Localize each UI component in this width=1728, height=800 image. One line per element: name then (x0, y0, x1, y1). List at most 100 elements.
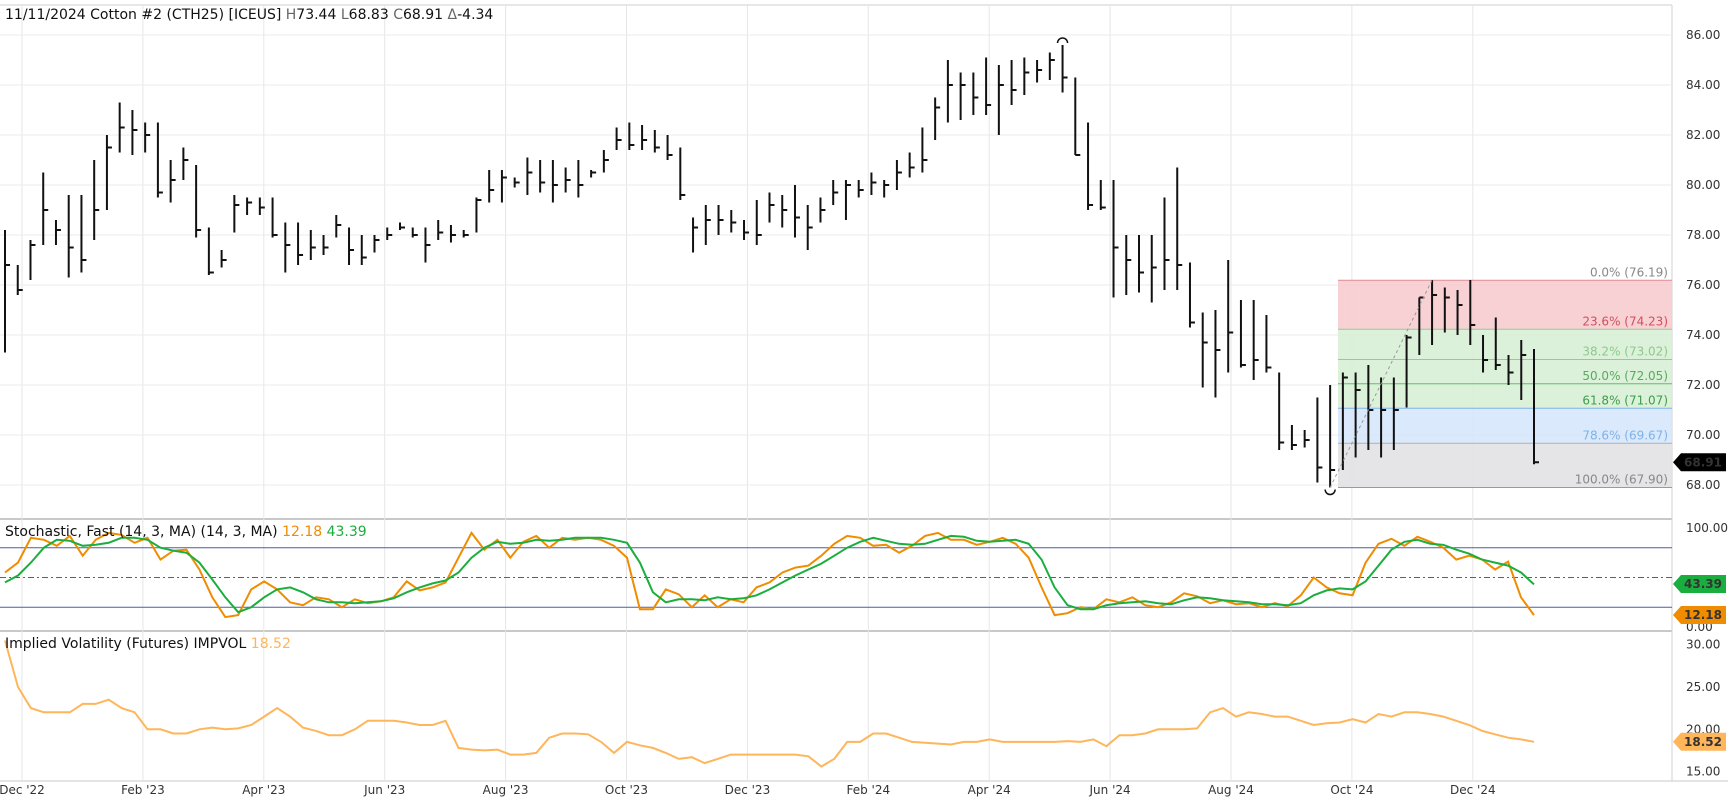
ohlc-bar (615, 127, 622, 150)
y-tick-label: 68.00 (1686, 478, 1720, 492)
ohlc-bar (628, 122, 635, 150)
ohlc-bar (1265, 315, 1272, 373)
ohlc-bar (806, 205, 813, 250)
ohlc-bar (488, 170, 495, 203)
stochastic-value-badge (1673, 575, 1726, 594)
ohlc-bar (16, 265, 23, 295)
ohlc-bar (513, 177, 520, 188)
ohlc-bar (449, 225, 456, 243)
ohlc-bar (1099, 180, 1106, 210)
fib-level-label: 61.8% (71.07) (1582, 393, 1668, 407)
ohlc-bar (348, 227, 355, 265)
fib-level-label: 38.2% (73.02) (1582, 345, 1668, 359)
fib-zone (1338, 280, 1672, 330)
ohlc-bar (755, 200, 762, 245)
stochastic-badge-label: 12.18 (1684, 608, 1722, 622)
stochastic-badge-label: 43.39 (1684, 577, 1722, 591)
fib-zone (1338, 443, 1672, 488)
stochastic-line (4, 534, 1535, 614)
ohlc-bar (4, 230, 10, 353)
iv-y-tick-label: 15.00 (1686, 765, 1720, 779)
ohlc-bar (1163, 197, 1170, 290)
fib-zone (1338, 329, 1672, 360)
ohlc-bar (870, 172, 877, 195)
ohlc-bar (335, 215, 342, 238)
ohlc-bar (1214, 310, 1221, 398)
stochastic-y-tick-label: 100.00 (1686, 521, 1728, 535)
iv-value: 18.52 (250, 636, 291, 652)
ohlc-bar (679, 147, 686, 200)
ohlc-bar (1290, 425, 1297, 450)
iv-y-tick-label: 25.00 (1686, 680, 1720, 694)
ohlc-bar (309, 230, 316, 260)
y-tick-label: 76.00 (1686, 278, 1720, 292)
ohlc-bar (195, 165, 202, 238)
ohlc-bar (360, 235, 367, 265)
y-tick-label: 82.00 (1686, 128, 1720, 142)
ohlc-bar (692, 217, 699, 253)
ohlc-bar (539, 160, 546, 193)
ohlc-bar (641, 125, 648, 150)
ohlc-bar (1074, 77, 1081, 156)
ohlc-bar (233, 195, 240, 233)
ohlc-bar (1367, 365, 1374, 450)
ohlc-bar (564, 167, 571, 193)
ohlc-bar (793, 185, 800, 238)
ohlc-bar (1252, 300, 1259, 380)
change-key: Δ (447, 7, 458, 23)
ohlc-bar (934, 97, 941, 140)
ohlc-bar (386, 227, 393, 240)
stochastic-d-value: 43.39 (326, 524, 367, 540)
change-value: -4.34 (457, 7, 494, 23)
y-tick-label: 80.00 (1686, 178, 1720, 192)
ohlc-bar (1061, 45, 1068, 93)
ohlc-bar (80, 195, 87, 273)
ohlc-bar (220, 250, 227, 268)
ohlc-bar (819, 197, 826, 223)
ohlc-bar (832, 180, 839, 205)
y-tick-label: 84.00 (1686, 78, 1720, 92)
ohlc-bar (883, 180, 890, 198)
x-tick-label: Dec '24 (1450, 783, 1496, 797)
fib-level-label: 50.0% (72.05) (1582, 369, 1668, 383)
ohlc-bar (997, 65, 1004, 135)
ohlc-bar (1278, 372, 1285, 450)
ohlc-bar (424, 227, 431, 263)
ohlc-bar (1227, 260, 1234, 373)
x-tick-label: Feb '23 (121, 783, 165, 797)
ohlc-bar (1176, 167, 1183, 290)
ohlc-bar (1392, 377, 1399, 450)
high-value: 73.44 (296, 7, 337, 23)
y-tick-label: 72.00 (1686, 378, 1720, 392)
ohlc-bar (144, 122, 151, 153)
fib-level-label: 0.0% (76.19) (1590, 265, 1668, 279)
ohlc-bar (462, 230, 469, 238)
ohlc-bar (743, 220, 750, 240)
ohlc-bar (1239, 300, 1246, 368)
ohlc-bar (985, 57, 992, 115)
ohlc-series (4, 45, 1539, 488)
ohlc-bar (577, 160, 584, 198)
ohlc-bar (182, 147, 189, 180)
ohlc-bar (1201, 312, 1208, 388)
ohlc-bar (1520, 340, 1527, 400)
x-tick-label: Apr '23 (242, 783, 285, 797)
iv-line (4, 640, 1535, 768)
x-tick-label: Oct '23 (605, 783, 648, 797)
iv-value-badge (1673, 732, 1726, 751)
ohlc-bar (1329, 385, 1336, 488)
low-key: L (340, 7, 349, 23)
fib-level-label: 78.6% (69.67) (1582, 428, 1668, 442)
ohlc-bar (844, 180, 851, 220)
ohlc-bar (857, 180, 864, 198)
quote-date: 11/11/2024 (5, 7, 86, 23)
ohlc-bar (271, 197, 278, 238)
ohlc-bar (105, 135, 112, 210)
ohlc-bar (93, 160, 100, 240)
ohlc-bar (156, 122, 163, 198)
stochastic-label: Stochastic, Fast (14, 3, MA) (14, 3, MA) (5, 524, 278, 540)
ohlc-bar (284, 222, 291, 273)
ohlc-bar (1431, 280, 1438, 345)
ohlc-bar (1125, 235, 1132, 295)
